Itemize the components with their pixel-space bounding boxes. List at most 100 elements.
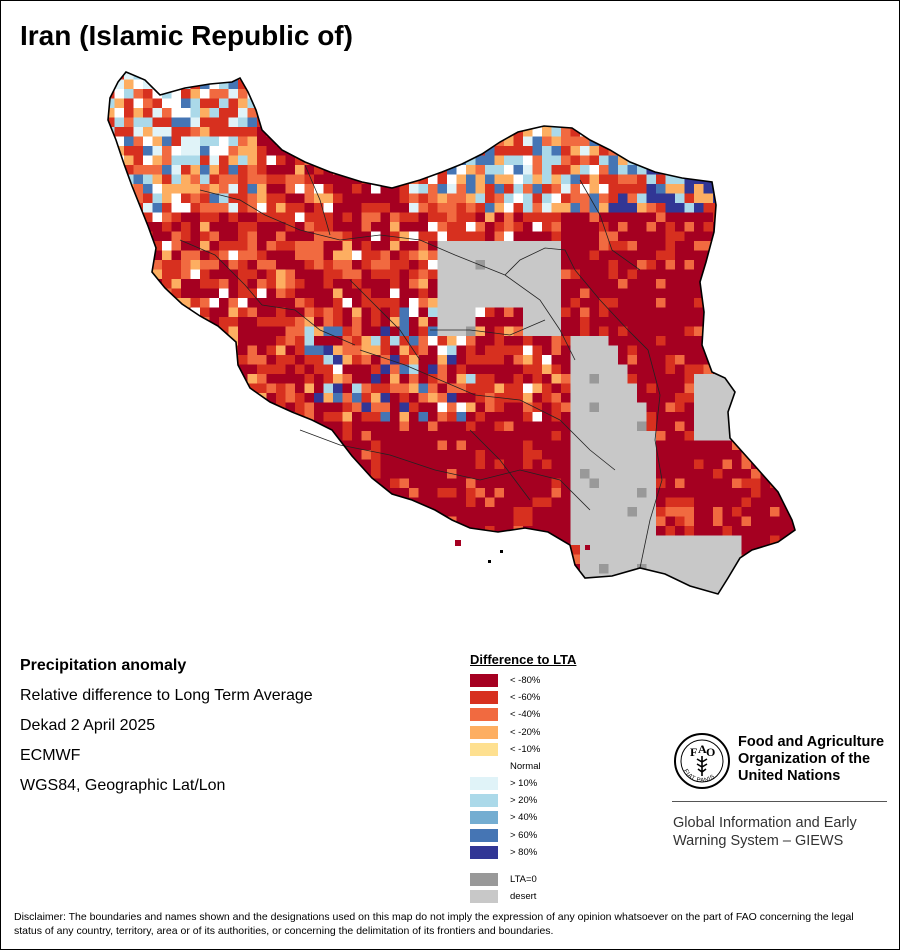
grid-cell <box>371 279 381 289</box>
grid-cell <box>637 355 647 365</box>
grid-cell <box>285 526 296 536</box>
grid-cell <box>409 516 419 527</box>
grid-cell <box>608 383 619 394</box>
grid-cell <box>694 393 704 403</box>
grid-cell <box>494 127 505 137</box>
grid-cell <box>124 573 134 584</box>
grid-cell <box>722 117 733 128</box>
grid-cell <box>190 72 201 80</box>
grid-cell <box>475 421 486 432</box>
grid-cell <box>257 146 267 156</box>
grid-cell <box>523 212 533 223</box>
grid-cell <box>494 564 505 574</box>
grid-cell <box>760 507 771 517</box>
grid-cell <box>304 421 315 432</box>
grid-cell <box>266 526 277 536</box>
grid-cell <box>361 108 372 118</box>
grid-cell <box>703 412 714 422</box>
grid-cell <box>466 364 476 375</box>
grid-cell <box>646 421 657 432</box>
grid-cell <box>618 526 628 536</box>
grid-cell <box>551 174 562 185</box>
grid-cell <box>589 326 600 337</box>
grid-cell <box>751 336 761 346</box>
grid-cell <box>551 469 562 479</box>
grid-cell <box>751 260 761 270</box>
grid-cell <box>209 184 220 194</box>
grid-cell <box>143 592 153 594</box>
grid-cell <box>238 402 248 413</box>
grid-cell <box>108 193 115 204</box>
grid-cell <box>722 497 733 508</box>
grid-cell <box>108 231 115 242</box>
grid-cell <box>789 412 795 422</box>
grid-cell <box>108 516 115 527</box>
grid-cell <box>228 127 239 137</box>
grid-cell <box>418 440 429 451</box>
grid-cell <box>608 469 619 479</box>
grid-cell <box>399 545 410 555</box>
grid-cell <box>361 488 372 498</box>
grid-cell <box>722 478 733 489</box>
grid-cell <box>152 554 163 565</box>
grid-cell <box>789 174 795 185</box>
grid-cell <box>266 431 277 441</box>
grid-cell <box>532 89 543 99</box>
grid-cell <box>143 79 153 90</box>
grid-cell <box>532 535 543 546</box>
grid-cell <box>684 507 695 517</box>
grid-cell <box>751 117 761 128</box>
grid-cell <box>722 526 733 536</box>
grid-cell <box>665 526 676 536</box>
grid-cell <box>352 526 362 536</box>
grid-cell <box>314 497 324 508</box>
grid-cell <box>314 554 324 565</box>
grid-cell <box>352 117 362 128</box>
grid-cell <box>304 250 315 261</box>
grid-cell <box>409 288 419 299</box>
grid-cell <box>532 260 543 270</box>
grid-cell <box>722 393 733 403</box>
grid-cell <box>799 279 809 289</box>
grid-cell <box>599 345 609 356</box>
grid-cell <box>342 488 353 498</box>
legend-normal-label: Normal <box>510 760 541 772</box>
grid-cell <box>108 136 115 147</box>
grid-cell <box>437 497 448 508</box>
grid-cell <box>475 165 486 175</box>
grid-cell <box>152 307 163 318</box>
grid-cell <box>532 165 543 175</box>
grid-cell <box>551 573 562 584</box>
grid-cell <box>618 326 628 337</box>
grid-cell <box>504 165 514 175</box>
grid-cell <box>418 526 429 536</box>
grid-cell <box>570 469 581 479</box>
grid-cell <box>456 545 467 555</box>
grid-cell <box>627 72 638 80</box>
grid-cell <box>152 146 163 156</box>
grid-cell <box>637 573 647 584</box>
grid-cell <box>133 127 144 137</box>
grid-cell <box>589 345 600 356</box>
grid-cell <box>760 174 771 185</box>
grid-cell <box>238 497 248 508</box>
grid-cell <box>751 592 761 594</box>
grid-cell <box>219 421 229 432</box>
grid-cell <box>732 412 742 422</box>
grid-cell <box>646 222 657 232</box>
grid-cell <box>675 412 685 422</box>
grid-cell <box>209 231 220 242</box>
grid-cell <box>713 516 723 527</box>
grid-cell <box>570 279 581 289</box>
grid-cell <box>732 421 742 432</box>
grid-cell <box>627 592 638 594</box>
grid-cell <box>751 193 761 204</box>
grid-cell <box>314 117 324 128</box>
grid-cell <box>190 250 201 261</box>
grid-cell <box>589 72 600 80</box>
grid-cell <box>684 450 695 460</box>
grid-cell <box>238 231 248 242</box>
system-name-line: Global Information and Early <box>673 815 857 831</box>
grid-cell <box>580 554 590 565</box>
grid-cell <box>108 469 115 479</box>
